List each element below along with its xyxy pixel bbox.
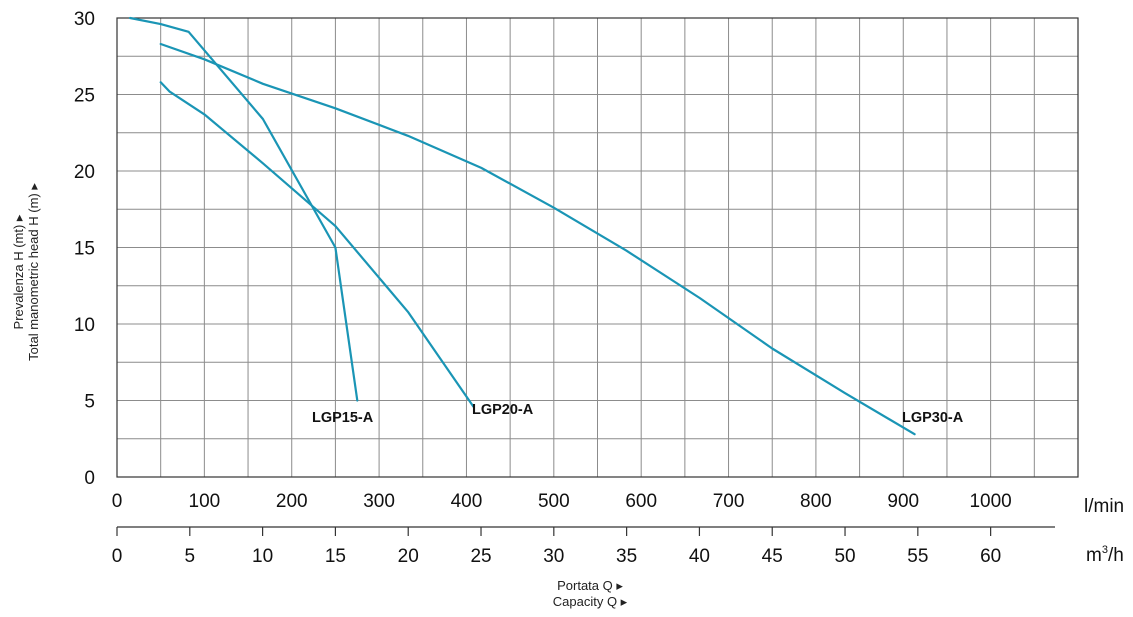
secondary-x-tick-label: 50 bbox=[834, 546, 855, 567]
grid bbox=[117, 18, 1078, 477]
x-tick-label: 400 bbox=[451, 491, 483, 512]
x-tick-label: 800 bbox=[800, 491, 832, 512]
secondary-x-tick-label: 5 bbox=[185, 546, 196, 567]
secondary-x-tick-label: 20 bbox=[398, 546, 419, 567]
series-label-lgp20-a: LGP20-A bbox=[472, 402, 534, 418]
x-unit-secondary-base: m bbox=[1086, 545, 1102, 566]
secondary-x-tick-label: 35 bbox=[616, 546, 637, 567]
secondary-x-tick-label: 15 bbox=[325, 546, 346, 567]
x-unit-primary: l/min bbox=[1084, 496, 1124, 517]
series-line-lgp30-a bbox=[161, 44, 915, 434]
y-tick-label: 15 bbox=[74, 239, 95, 260]
secondary-x-tick-label: 10 bbox=[252, 546, 273, 567]
y-tick-label: 30 bbox=[74, 9, 95, 30]
secondary-x-tick-label: 30 bbox=[543, 546, 564, 567]
x-tick-label: 700 bbox=[713, 491, 745, 512]
series-line-lgp20-a bbox=[161, 82, 474, 406]
y-tick-label: 20 bbox=[74, 162, 95, 183]
secondary-x-tick-label: 0 bbox=[112, 546, 123, 567]
x-unit-secondary-tail: /h bbox=[1108, 545, 1124, 566]
secondary-x-tick-label: 40 bbox=[689, 546, 710, 567]
y-tick-label: 5 bbox=[84, 392, 95, 413]
secondary-x-tick-label: 45 bbox=[762, 546, 783, 567]
secondary-x-tick-label: 60 bbox=[980, 546, 1001, 567]
y-axis-title-en: Total manometric head H (m) ▸ bbox=[26, 183, 41, 361]
x-tick-label: 900 bbox=[887, 491, 919, 512]
x-unit-secondary: m3/h bbox=[1086, 544, 1124, 566]
x-tick-label: 600 bbox=[625, 491, 657, 512]
x-tick-label: 500 bbox=[538, 491, 570, 512]
secondary-x-tick-label: 25 bbox=[470, 546, 491, 567]
series-label-lgp15-a: LGP15-A bbox=[312, 410, 374, 426]
y-tick-label: 10 bbox=[74, 315, 95, 336]
x-tick-label: 0 bbox=[112, 491, 123, 512]
y-tick-label: 0 bbox=[84, 468, 95, 489]
y-tick-label: 25 bbox=[74, 86, 95, 107]
x-axis-title-it: Portata Q ▸ bbox=[557, 578, 623, 593]
x-tick-label: 100 bbox=[189, 491, 221, 512]
series-label-lgp30-a: LGP30-A bbox=[902, 410, 964, 426]
x-tick-label: 1000 bbox=[969, 491, 1011, 512]
x-tick-label: 300 bbox=[363, 491, 395, 512]
secondary-x-tick-label: 55 bbox=[907, 546, 928, 567]
x-axis-title-en: Capacity Q ▸ bbox=[553, 594, 628, 609]
y-axis-title-it: Prevalenza H (mt) ▸ bbox=[11, 214, 26, 329]
x-tick-label: 200 bbox=[276, 491, 308, 512]
